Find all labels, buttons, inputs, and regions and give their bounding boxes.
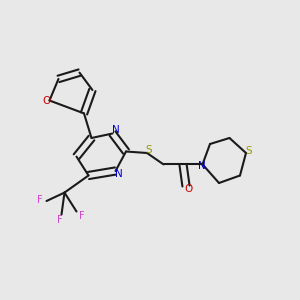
Text: N: N	[198, 161, 206, 171]
Text: O: O	[42, 95, 51, 106]
Text: N: N	[112, 125, 119, 136]
Text: S: S	[246, 146, 252, 157]
Text: O: O	[184, 184, 193, 194]
Text: F: F	[79, 211, 85, 221]
Text: F: F	[37, 195, 43, 205]
Text: S: S	[145, 145, 152, 155]
Text: F: F	[57, 215, 63, 225]
Text: N: N	[115, 169, 122, 179]
